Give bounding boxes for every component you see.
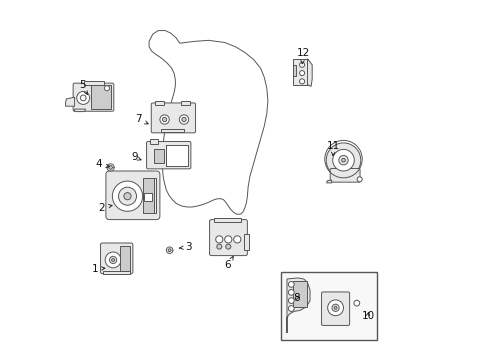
Circle shape xyxy=(179,115,188,124)
Circle shape xyxy=(299,62,304,67)
Polygon shape xyxy=(286,278,309,333)
Bar xyxy=(280,272,376,340)
Text: 6: 6 xyxy=(224,256,233,270)
Circle shape xyxy=(288,298,294,303)
Circle shape xyxy=(104,86,109,91)
Polygon shape xyxy=(65,97,75,106)
FancyBboxPatch shape xyxy=(329,168,359,182)
Circle shape xyxy=(80,95,86,101)
Bar xyxy=(153,149,163,163)
Circle shape xyxy=(224,236,231,243)
FancyBboxPatch shape xyxy=(209,220,247,256)
Circle shape xyxy=(338,156,347,165)
Bar xyxy=(244,234,248,250)
Circle shape xyxy=(105,252,121,268)
Bar xyxy=(166,145,187,166)
Bar xyxy=(91,85,111,109)
Circle shape xyxy=(77,91,89,104)
Circle shape xyxy=(288,282,294,287)
Bar xyxy=(161,129,184,132)
Circle shape xyxy=(162,117,166,122)
Circle shape xyxy=(288,306,294,311)
Circle shape xyxy=(288,289,294,295)
FancyBboxPatch shape xyxy=(321,292,349,325)
Text: 3: 3 xyxy=(179,242,191,252)
Circle shape xyxy=(182,117,186,122)
Circle shape xyxy=(111,258,114,261)
Circle shape xyxy=(325,143,360,177)
Circle shape xyxy=(123,193,131,200)
Circle shape xyxy=(233,236,241,243)
Circle shape xyxy=(215,236,223,243)
Text: 5: 5 xyxy=(79,80,87,95)
Circle shape xyxy=(107,164,114,171)
Text: 2: 2 xyxy=(99,203,112,213)
Circle shape xyxy=(341,158,345,162)
FancyBboxPatch shape xyxy=(73,83,114,111)
Bar xyxy=(181,101,190,105)
Circle shape xyxy=(225,244,230,249)
Circle shape xyxy=(108,166,112,169)
Circle shape xyxy=(216,244,222,249)
Text: 12: 12 xyxy=(296,48,309,64)
Bar xyxy=(84,81,104,85)
Text: 1: 1 xyxy=(91,264,105,274)
Circle shape xyxy=(112,181,142,211)
Text: 4: 4 xyxy=(96,159,109,170)
Bar xyxy=(144,193,152,201)
Bar xyxy=(293,281,306,307)
Bar xyxy=(155,101,164,105)
Bar xyxy=(292,65,295,76)
Circle shape xyxy=(332,149,354,171)
Bar xyxy=(292,59,307,85)
FancyBboxPatch shape xyxy=(101,243,133,274)
Circle shape xyxy=(299,79,304,84)
Circle shape xyxy=(333,306,336,309)
Text: 8: 8 xyxy=(292,293,299,303)
Circle shape xyxy=(109,256,117,264)
Circle shape xyxy=(299,71,304,76)
Polygon shape xyxy=(103,271,130,274)
Bar xyxy=(142,178,155,213)
Polygon shape xyxy=(307,59,311,86)
Text: 9: 9 xyxy=(131,152,141,162)
Bar xyxy=(149,139,158,144)
FancyBboxPatch shape xyxy=(106,171,160,220)
Circle shape xyxy=(160,115,169,124)
Circle shape xyxy=(327,300,343,316)
Circle shape xyxy=(168,249,171,252)
Polygon shape xyxy=(75,109,85,112)
Circle shape xyxy=(353,300,359,306)
Circle shape xyxy=(118,187,136,205)
Circle shape xyxy=(331,304,339,311)
Circle shape xyxy=(356,177,362,182)
Text: 10: 10 xyxy=(361,311,374,321)
FancyBboxPatch shape xyxy=(151,103,195,133)
Text: 7: 7 xyxy=(134,114,148,125)
Polygon shape xyxy=(326,180,331,183)
Circle shape xyxy=(166,247,172,253)
FancyBboxPatch shape xyxy=(146,141,190,169)
Bar xyxy=(153,178,155,213)
Bar xyxy=(213,218,241,222)
Bar xyxy=(120,246,130,271)
Text: 11: 11 xyxy=(326,141,340,156)
